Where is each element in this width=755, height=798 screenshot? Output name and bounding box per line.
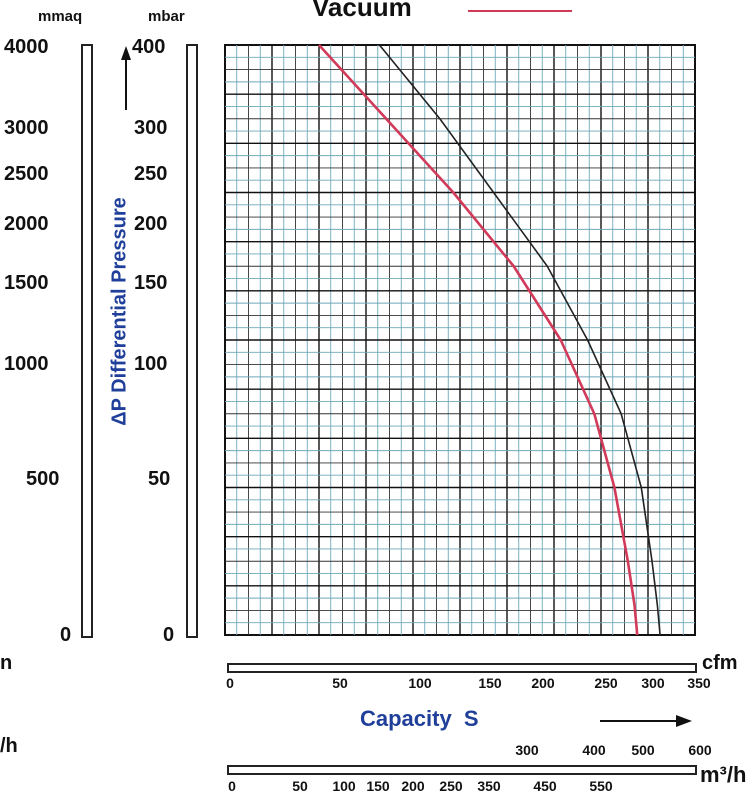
m3h-tick-upper: 300 [515, 742, 539, 758]
m3h-tick-lower: 450 [533, 778, 557, 794]
m3h-tick-lower: 100 [332, 778, 356, 794]
mmaq-axis-bar [81, 44, 93, 638]
mbar-tick: 0 [163, 624, 175, 646]
y-axis-arrow-shaft [125, 60, 127, 110]
y-axis-arrow [121, 46, 131, 60]
mbar-tick: 150 [134, 272, 168, 294]
m3h-tick-lower: 250 [439, 778, 463, 794]
x-axis-arrow [676, 715, 692, 727]
mmaq-tick: 3000 [4, 117, 49, 139]
series-line-vacuum [318, 44, 639, 636]
m3h-tick-upper: 600 [688, 742, 712, 758]
m3h-tick-upper: 500 [631, 742, 655, 758]
mmaq-tick: 500 [26, 468, 60, 490]
edge-letter-top: n [0, 652, 13, 674]
cfm-tick: 100 [408, 675, 432, 691]
series-line-reference [378, 44, 661, 636]
m3h-tick-lower: 0 [228, 778, 236, 794]
mbar-unit-label: mbar [148, 8, 185, 25]
m3h-tick-lower: 50 [292, 778, 308, 794]
m3h-unit-label: m³/h [700, 762, 747, 787]
mmaq-tick: 1500 [4, 272, 49, 294]
y-axis-label: ΔP Differential Pressure [108, 197, 131, 426]
edge-letter-bottom: /h [0, 735, 18, 757]
m3h-tick-lower: 150 [366, 778, 390, 794]
cfm-tick: 300 [641, 675, 665, 691]
chart-title: Vacuum [312, 0, 412, 22]
title-legend-line [468, 10, 572, 12]
m3h-tick-lower: 350 [477, 778, 501, 794]
mbar-tick: 300 [134, 117, 168, 139]
mbar-tick: 50 [148, 468, 171, 490]
m3h-tick-lower: 200 [401, 778, 425, 794]
mmaq-tick: 1000 [4, 353, 49, 375]
mbar-tick: 200 [134, 213, 168, 235]
mbar-tick: 400 [132, 36, 166, 58]
cfm-tick: 350 [687, 675, 711, 691]
mmaq-unit-label: mmaq [38, 8, 83, 25]
cfm-unit-label: cfm [702, 652, 738, 674]
mmaq-tick: 0 [60, 624, 72, 646]
x-axis-arrow-shaft [600, 720, 678, 722]
x-axis-label: Capacity S [360, 706, 479, 731]
mbar-tick: 250 [134, 163, 168, 185]
m3h-tick-upper: 400 [582, 742, 606, 758]
mbar-axis-bar [186, 44, 198, 638]
cfm-tick: 150 [478, 675, 502, 691]
cfm-tick: 200 [531, 675, 555, 691]
mmaq-tick: 4000 [4, 36, 49, 58]
cfm-tick: 0 [226, 675, 234, 691]
mmaq-tick: 2500 [4, 163, 49, 185]
cfm-tick: 50 [332, 675, 348, 691]
cfm-tick: 250 [594, 675, 618, 691]
mbar-tick: 100 [134, 353, 168, 375]
cfm-scale-bar [227, 663, 697, 673]
plot-area [224, 44, 696, 636]
m3h-tick-lower: 550 [589, 778, 613, 794]
mmaq-tick: 2000 [4, 213, 49, 235]
m3h-scale-bar [227, 765, 697, 775]
